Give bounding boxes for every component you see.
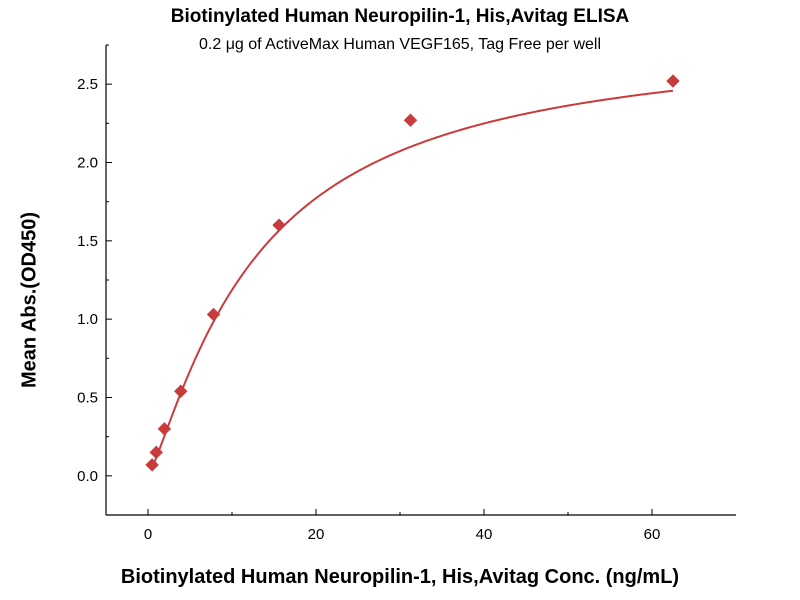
fit-curve-layer (151, 89, 674, 469)
y-axis-label: Mean Abs.(OD450) (18, 212, 41, 388)
data-point (157, 422, 172, 436)
y-tick-label: 0.0 (77, 468, 98, 485)
data-point (174, 384, 188, 398)
x-tick-label: 60 (644, 526, 661, 543)
axes: 0.0 0.5 1.0 1.5 2.0 2.5 0 20 40 60 (77, 44, 736, 543)
x-tick-label: 0 (144, 526, 152, 543)
chart-subtitle: 0.2 μg of ActiveMax Human VEGF165, Tag F… (199, 36, 601, 53)
y-tick-label: 1.0 (77, 311, 98, 328)
chart-title: Biotinylated Human Neuropilin-1, His,Avi… (170, 6, 630, 27)
y-tick-label: 0.5 (77, 390, 98, 407)
data-point (206, 307, 221, 322)
x-tick-label: 40 (476, 526, 493, 543)
data-point (149, 445, 163, 460)
x-tick-label: 20 (308, 526, 325, 543)
y-tick-label: 2.0 (77, 155, 98, 172)
data-points-layer (145, 74, 680, 472)
data-point (666, 74, 680, 88)
data-point (145, 458, 159, 472)
data-point (272, 218, 286, 232)
y-tick-label: 2.5 (77, 76, 98, 93)
x-axis-label: Biotinylated Human Neuropilin-1, His,Avi… (120, 566, 680, 588)
y-tick-label: 1.5 (77, 233, 98, 250)
fit-curve (151, 89, 674, 469)
data-point (403, 113, 418, 127)
